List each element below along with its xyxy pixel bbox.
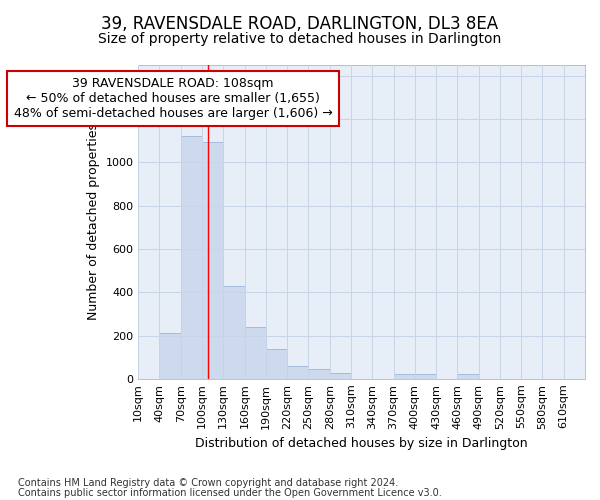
Bar	[329, 374, 351, 379]
Bar	[415, 374, 436, 379]
Text: Size of property relative to detached houses in Darlington: Size of property relative to detached ho…	[98, 32, 502, 46]
Text: 39, RAVENSDALE ROAD, DARLINGTON, DL3 8EA: 39, RAVENSDALE ROAD, DARLINGTON, DL3 8EA	[101, 15, 499, 33]
Bar	[308, 369, 329, 379]
Bar	[394, 374, 415, 379]
Text: 39 RAVENSDALE ROAD: 108sqm
← 50% of detached houses are smaller (1,655)
48% of s: 39 RAVENSDALE ROAD: 108sqm ← 50% of deta…	[14, 77, 332, 120]
X-axis label: Distribution of detached houses by size in Darlington: Distribution of detached houses by size …	[195, 437, 528, 450]
Y-axis label: Number of detached properties: Number of detached properties	[86, 124, 100, 320]
Bar	[223, 286, 245, 379]
Bar	[266, 348, 287, 379]
Bar	[202, 142, 223, 379]
Bar	[160, 334, 181, 379]
Text: Contains public sector information licensed under the Open Government Licence v3: Contains public sector information licen…	[18, 488, 442, 498]
Bar	[287, 366, 308, 379]
Bar	[181, 136, 202, 379]
Bar	[457, 374, 479, 379]
Text: Contains HM Land Registry data © Crown copyright and database right 2024.: Contains HM Land Registry data © Crown c…	[18, 478, 398, 488]
Bar	[245, 327, 266, 379]
